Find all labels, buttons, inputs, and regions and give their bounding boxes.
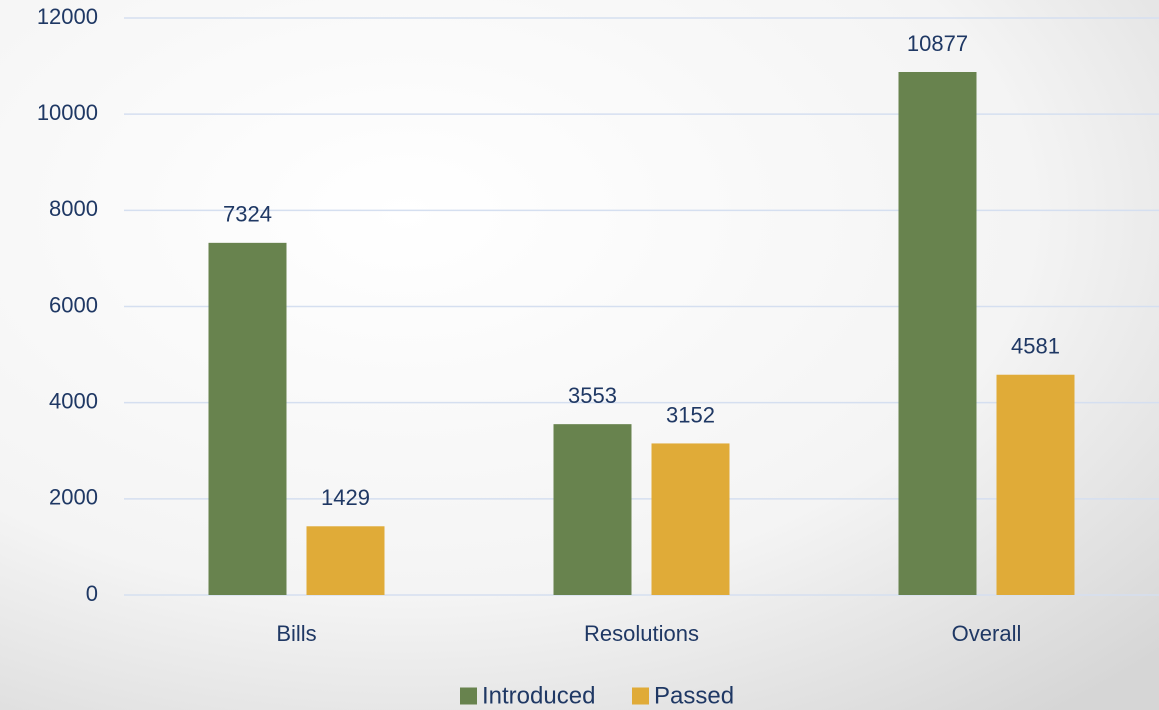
y-tick-label: 10000 — [37, 100, 98, 125]
y-tick-label: 6000 — [49, 292, 98, 317]
legend-swatch — [460, 687, 477, 705]
y-tick-label: 8000 — [49, 196, 98, 221]
bar — [898, 71, 977, 596]
y-tick-label: 4000 — [49, 388, 98, 413]
y-tick-label: 12000 — [37, 4, 98, 29]
data-label: 3152 — [666, 402, 715, 427]
data-label: 7324 — [223, 202, 272, 227]
bar — [651, 443, 730, 595]
bar — [306, 526, 385, 595]
y-tick-label: 0 — [86, 581, 98, 606]
bar — [553, 424, 632, 595]
data-label: 3553 — [568, 383, 617, 408]
legend-label: Passed — [654, 682, 734, 709]
bar — [996, 374, 1075, 595]
data-label: 10877 — [907, 31, 968, 56]
y-tick-label: 2000 — [49, 485, 98, 510]
data-label: 4581 — [1011, 334, 1060, 359]
bar — [208, 242, 287, 596]
legend-label: Introduced — [482, 682, 595, 709]
data-label: 1429 — [321, 485, 370, 510]
x-tick-label: Overall — [952, 621, 1022, 646]
x-tick-label: Resolutions — [584, 621, 699, 646]
legend-swatch — [632, 687, 649, 705]
x-tick-label: Bills — [276, 621, 316, 646]
